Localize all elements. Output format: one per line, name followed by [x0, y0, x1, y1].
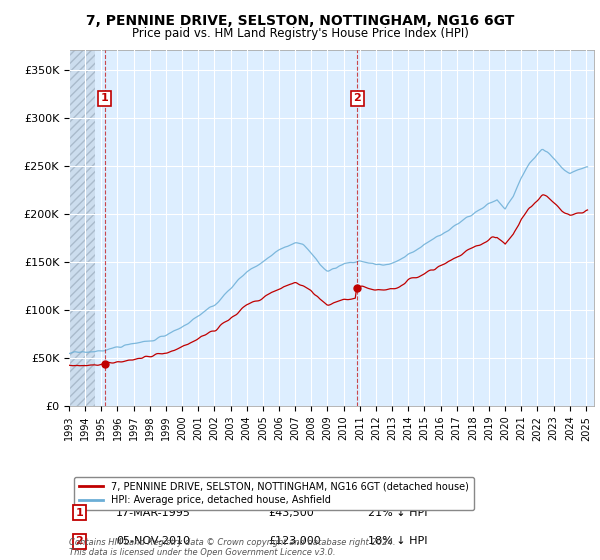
Text: 17-MAR-1995: 17-MAR-1995 [116, 508, 191, 517]
Text: Price paid vs. HM Land Registry's House Price Index (HPI): Price paid vs. HM Land Registry's House … [131, 27, 469, 40]
Text: 18% ↓ HPI: 18% ↓ HPI [368, 536, 428, 546]
Text: 05-NOV-2010: 05-NOV-2010 [116, 536, 190, 546]
Text: 1: 1 [101, 94, 109, 104]
Text: 1: 1 [76, 508, 83, 517]
Text: 2: 2 [353, 94, 361, 104]
Text: 21% ↓ HPI: 21% ↓ HPI [368, 508, 428, 517]
Text: £43,500: £43,500 [269, 508, 314, 517]
Text: 7, PENNINE DRIVE, SELSTON, NOTTINGHAM, NG16 6GT: 7, PENNINE DRIVE, SELSTON, NOTTINGHAM, N… [86, 14, 514, 28]
FancyBboxPatch shape [69, 50, 95, 406]
Text: £123,000: £123,000 [269, 536, 321, 546]
Text: 2: 2 [76, 536, 83, 546]
Legend: 7, PENNINE DRIVE, SELSTON, NOTTINGHAM, NG16 6GT (detached house), HPI: Average p: 7, PENNINE DRIVE, SELSTON, NOTTINGHAM, N… [74, 477, 473, 510]
Text: Contains HM Land Registry data © Crown copyright and database right 2024.
This d: Contains HM Land Registry data © Crown c… [69, 538, 395, 557]
